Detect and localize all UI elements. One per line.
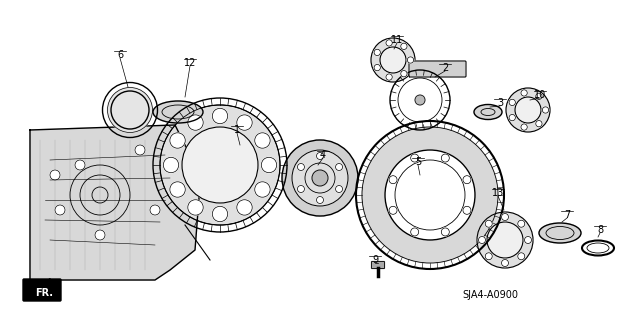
Circle shape	[335, 164, 342, 170]
Circle shape	[298, 186, 305, 192]
Circle shape	[237, 115, 252, 130]
Circle shape	[485, 253, 492, 260]
FancyBboxPatch shape	[371, 262, 385, 269]
Circle shape	[261, 157, 276, 173]
Circle shape	[518, 220, 525, 227]
Circle shape	[542, 107, 548, 113]
Text: 12: 12	[184, 58, 196, 68]
Text: 4: 4	[320, 150, 326, 160]
Ellipse shape	[474, 105, 502, 120]
Circle shape	[506, 88, 550, 132]
Circle shape	[292, 150, 348, 206]
Circle shape	[485, 220, 492, 227]
Circle shape	[509, 115, 515, 121]
Circle shape	[389, 176, 397, 184]
Circle shape	[389, 206, 397, 214]
Circle shape	[536, 93, 542, 100]
Polygon shape	[30, 125, 200, 280]
Ellipse shape	[153, 101, 203, 123]
Ellipse shape	[108, 87, 152, 132]
Circle shape	[487, 222, 523, 258]
Circle shape	[374, 64, 380, 71]
Circle shape	[521, 90, 527, 96]
Circle shape	[509, 99, 515, 106]
Text: SJA4-A0900: SJA4-A0900	[462, 290, 518, 300]
Circle shape	[255, 133, 270, 148]
Text: 8: 8	[597, 225, 603, 235]
Circle shape	[317, 197, 323, 204]
Text: 3: 3	[497, 98, 503, 108]
Circle shape	[525, 236, 531, 243]
Circle shape	[55, 205, 65, 215]
Circle shape	[502, 213, 509, 220]
Circle shape	[374, 49, 380, 56]
Text: 5: 5	[415, 157, 421, 167]
Circle shape	[312, 170, 328, 186]
Circle shape	[479, 236, 486, 243]
Text: 10: 10	[534, 90, 546, 100]
Circle shape	[212, 108, 228, 124]
Circle shape	[75, 160, 85, 170]
Text: 11: 11	[391, 35, 403, 45]
Circle shape	[335, 186, 342, 192]
Circle shape	[182, 127, 258, 203]
Polygon shape	[362, 127, 498, 263]
Circle shape	[442, 228, 449, 236]
Circle shape	[298, 164, 305, 170]
Circle shape	[477, 212, 533, 268]
Text: 13: 13	[492, 188, 504, 198]
Circle shape	[150, 205, 160, 215]
Circle shape	[401, 43, 407, 49]
Text: FR.: FR.	[35, 288, 53, 298]
Text: 1: 1	[234, 125, 240, 135]
Circle shape	[188, 200, 204, 215]
Circle shape	[515, 97, 541, 123]
Circle shape	[401, 70, 407, 77]
Circle shape	[188, 115, 203, 130]
Circle shape	[536, 121, 542, 127]
Circle shape	[95, 230, 105, 240]
Circle shape	[170, 182, 185, 197]
Text: 2: 2	[442, 63, 448, 73]
Circle shape	[463, 176, 471, 184]
Circle shape	[282, 140, 358, 216]
Ellipse shape	[539, 223, 581, 243]
Circle shape	[170, 133, 185, 148]
Circle shape	[163, 157, 179, 173]
Polygon shape	[385, 150, 475, 240]
Circle shape	[386, 74, 392, 80]
Text: 7: 7	[564, 210, 570, 220]
Circle shape	[411, 228, 419, 236]
Circle shape	[371, 38, 415, 82]
Circle shape	[463, 206, 471, 214]
Circle shape	[518, 253, 525, 260]
Circle shape	[415, 95, 425, 105]
Circle shape	[407, 57, 413, 63]
FancyBboxPatch shape	[409, 61, 466, 77]
Circle shape	[50, 170, 60, 180]
Circle shape	[255, 182, 270, 197]
Circle shape	[237, 200, 252, 215]
Circle shape	[317, 152, 323, 160]
Text: 9: 9	[372, 255, 378, 265]
Circle shape	[135, 145, 145, 155]
Circle shape	[442, 154, 449, 162]
Circle shape	[411, 154, 419, 162]
Circle shape	[386, 40, 392, 46]
Circle shape	[521, 124, 527, 130]
Text: 6: 6	[117, 50, 123, 60]
Circle shape	[502, 259, 509, 266]
Circle shape	[380, 47, 406, 73]
FancyBboxPatch shape	[23, 279, 61, 301]
Circle shape	[160, 105, 280, 225]
Circle shape	[212, 206, 228, 222]
